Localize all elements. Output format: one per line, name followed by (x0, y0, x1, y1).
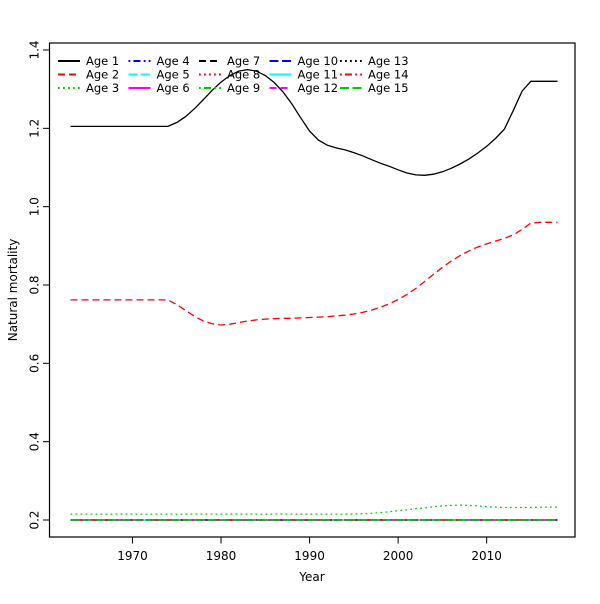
legend-label: Age 4 (157, 54, 190, 68)
y-tick-label: 0.8 (28, 275, 42, 294)
series-age-2 (70, 221, 558, 326)
legend-label: Age 8 (227, 68, 260, 82)
legend-label: Age 10 (298, 54, 339, 68)
legend-entry-age-3: Age 3 (58, 81, 119, 95)
legend-entry-age-14: Age 14 (340, 68, 409, 82)
series-group (70, 68, 558, 521)
legend-label: Age 11 (298, 68, 339, 82)
x-axis-title: Year (298, 570, 324, 584)
legend-entry-age-8: Age 8 (199, 68, 260, 82)
legend-entry-age-11: Age 11 (269, 68, 339, 82)
y-tick-label: 1.0 (28, 197, 42, 216)
legend-label: Age 1 (86, 54, 119, 68)
legend-label: Age 12 (298, 81, 339, 95)
y-axis-title: Natural mortality (6, 239, 20, 342)
legend-entry-age-12: Age 12 (269, 81, 339, 95)
legend-entry-age-4: Age 4 (128, 54, 190, 68)
legend-label: Age 15 (368, 81, 409, 95)
legend-entry-age-6: Age 6 (128, 81, 190, 95)
legend-entry-age-15: Age 15 (340, 81, 409, 95)
y-tick-label: 0.6 (28, 354, 42, 373)
legend-entry-age-9: Age 9 (199, 81, 260, 95)
y-tick-label: 0.4 (28, 432, 42, 451)
legend-entry-age-1: Age 1 (58, 54, 119, 68)
x-tick-label: 1990 (294, 549, 325, 563)
x-tick-label: 2010 (471, 549, 502, 563)
legend-label: Age 3 (86, 81, 119, 95)
series-age-3 (70, 504, 558, 515)
legend-entry-age-10: Age 10 (269, 54, 339, 68)
legend-label: Age 5 (157, 68, 190, 82)
legend-label: Age 9 (227, 81, 260, 95)
legend-entry-age-2: Age 2 (58, 68, 119, 82)
series-age-1 (70, 68, 558, 176)
legend-entry-age-13: Age 13 (340, 54, 409, 68)
legend-label: Age 14 (368, 68, 409, 82)
chart-root: 1970 1980 1990 2000 2010 0.2 0.4 0.6 0.8 1.0 1.2 1.… (28, 40, 576, 563)
x-tick-label: 1980 (206, 549, 237, 563)
x-tick-label: 1970 (117, 549, 148, 563)
legend-label: Age 13 (368, 54, 409, 68)
legend-entry-age-7: Age 7 (199, 54, 260, 68)
axes: 1970 1980 1990 2000 2010 0.2 0.4 0.6 0.8 1.0 1.2 1.… (28, 40, 502, 563)
legend-label: Age 7 (227, 54, 260, 68)
y-tick-label: 1.2 (28, 119, 42, 138)
plot-border (48, 42, 576, 538)
legend-entry-age-5: Age 5 (128, 68, 190, 82)
legend-label: Age 6 (157, 81, 190, 95)
legend-label: Age 2 (86, 68, 119, 82)
y-tick-label: 1.4 (28, 40, 42, 59)
x-tick-label: 2000 (383, 549, 414, 563)
y-tick-label: 0.2 (28, 510, 42, 529)
